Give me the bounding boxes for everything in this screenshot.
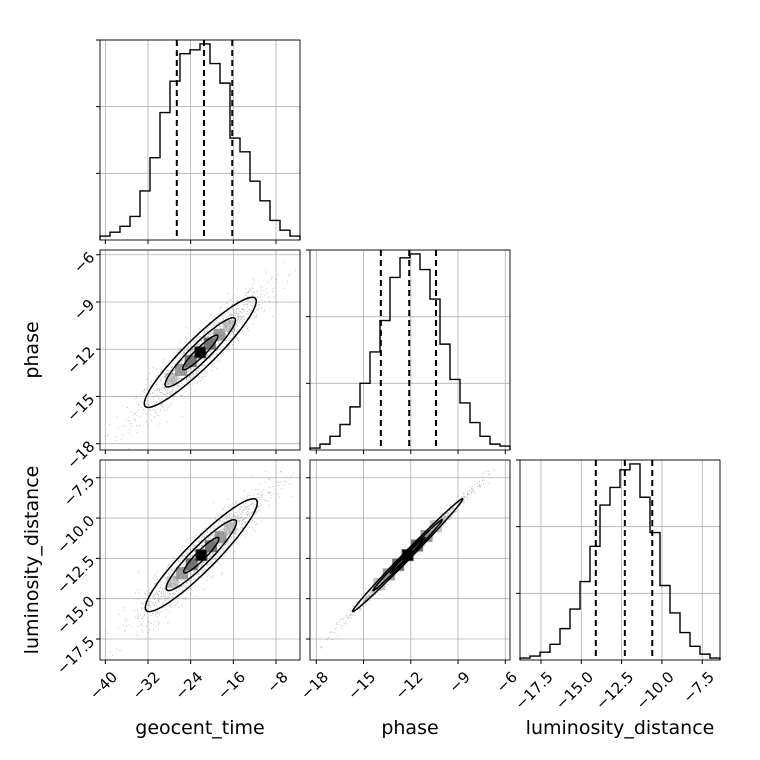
y-tick-label: −15: [63, 390, 98, 425]
x-tick-label: −8: [263, 668, 291, 696]
panel-hist-phase: [306, 249, 511, 454]
x-tick-label: −12.5: [592, 668, 637, 713]
contour-outer: [144, 497, 259, 613]
x-tick-label: −12: [391, 668, 426, 703]
panel-hist-geocent-time: [96, 39, 301, 244]
tick-marks: [306, 477, 506, 664]
panel-frame: [99, 249, 301, 451]
grid-lines: [520, 459, 720, 660]
panel-frame: [519, 459, 721, 661]
panel-frame: [309, 459, 511, 661]
x-tick-label: −17.5: [511, 668, 556, 713]
tick-marks: [96, 254, 277, 454]
x-tick-label: −40: [86, 668, 121, 703]
y-tick-label: −15.0: [53, 592, 98, 637]
chart-marks: [105, 471, 294, 656]
x-tick-label: −24: [171, 668, 206, 703]
contour-middle: [165, 518, 238, 592]
x-axis-label-luminosity-distance: luminosity_distance: [526, 717, 715, 739]
density-peak: [195, 347, 206, 358]
tick-marks: [96, 39, 277, 244]
x-tick-label: −10.0: [632, 668, 677, 713]
panel-frame: [99, 39, 301, 241]
x-tick-label: −7.5: [680, 668, 718, 706]
histogram-step-geocent-time: [99, 43, 301, 240]
panel-frame: [309, 249, 511, 451]
contour-inner: [181, 334, 219, 371]
y-tick-label: −10.0: [53, 512, 98, 557]
y-tick-label: −17.5: [53, 633, 98, 678]
x-tick-label: −15: [344, 668, 379, 703]
contour-outer: [351, 497, 464, 613]
x-tick-label: −18: [297, 668, 332, 703]
x-tick-label: −15.0: [552, 668, 597, 713]
y-tick-label: −9: [70, 296, 98, 324]
contour-inner: [182, 536, 220, 574]
y-tick-label: −12: [63, 343, 98, 378]
histogram-step-luminosity-distance: [519, 463, 721, 660]
tick-marks: [96, 477, 277, 664]
chart-marks: [519, 460, 721, 660]
x-tick-label: −32: [129, 668, 164, 703]
y-tick-label: −18: [63, 437, 98, 472]
chart-marks: [319, 470, 495, 649]
density-peak: [402, 550, 413, 561]
y-axis-label-luminosity-distance: luminosity_distance: [21, 466, 43, 655]
contour-middle: [164, 316, 237, 388]
density-peak: [196, 550, 207, 561]
y-tick-label: −7.5: [60, 471, 98, 509]
contour-middle: [372, 518, 444, 592]
x-axis-label-geocent-time: geocent_time: [135, 717, 264, 739]
panel-scatter-geocent-time-phase: [96, 249, 301, 454]
chart-marks: [309, 250, 511, 450]
y-tick-label: −6: [70, 248, 98, 276]
tick-marks: [516, 459, 703, 664]
contour-outer: [143, 296, 258, 409]
grid-lines: [100, 39, 300, 240]
x-tick-label: −6: [493, 668, 521, 696]
contour-inner: [389, 536, 426, 574]
chart-marks: [104, 261, 297, 450]
y-tick-label: −12.5: [53, 552, 98, 597]
grid-lines: [310, 460, 510, 660]
x-tick-label: −9: [445, 668, 473, 696]
x-axis-label-phase: phase: [381, 717, 438, 739]
y-axis-label-phase: phase: [21, 321, 43, 378]
panel-hist-luminosity-distance: [516, 459, 721, 664]
panel-frame: [99, 459, 301, 661]
x-tick-label: −16: [214, 668, 249, 703]
tick-labels: −40 −32 −24 −16 −8 −18 −15 −12 −9 −6−17.5−15.0−12…: [53, 248, 718, 713]
panel-scatter-phase-luminosity-distance: [306, 459, 511, 664]
density-cell: [175, 363, 188, 376]
panel-scatter-geocent-time-luminosity-distance: [96, 459, 301, 664]
tick-marks: [306, 249, 506, 454]
chart-marks: [99, 40, 301, 240]
